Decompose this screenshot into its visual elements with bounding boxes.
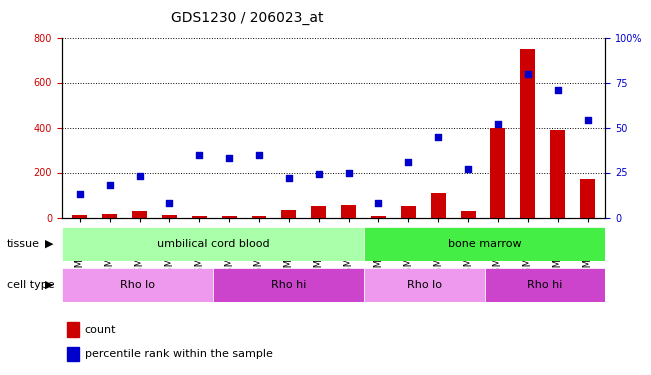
Bar — [311, 206, 326, 218]
Point — [343, 170, 353, 176]
Bar — [67, 346, 79, 361]
Point — [254, 152, 264, 157]
Point — [433, 134, 443, 140]
Bar — [401, 206, 416, 218]
Point — [463, 166, 473, 172]
Bar — [431, 193, 446, 217]
Point — [75, 191, 85, 197]
Bar — [364, 227, 605, 261]
Text: umbilical cord blood: umbilical cord blood — [156, 239, 269, 249]
Point — [284, 175, 294, 181]
Bar — [213, 268, 364, 302]
Bar — [102, 214, 117, 217]
Bar — [341, 205, 356, 218]
Bar — [550, 130, 565, 218]
Text: tissue: tissue — [7, 239, 40, 249]
Bar — [251, 216, 266, 217]
Bar — [520, 49, 535, 217]
Point — [224, 155, 234, 161]
Bar — [62, 227, 364, 261]
Point — [553, 87, 563, 93]
Text: bone marrow: bone marrow — [448, 239, 521, 249]
Text: Rho lo: Rho lo — [407, 280, 442, 290]
Text: Rho hi: Rho hi — [271, 280, 306, 290]
Point — [403, 159, 413, 165]
Point — [164, 200, 174, 206]
Bar — [221, 216, 236, 217]
Bar — [192, 216, 207, 217]
Bar — [580, 179, 595, 218]
Point — [104, 182, 115, 188]
Text: Rho hi: Rho hi — [527, 280, 562, 290]
Point — [373, 200, 383, 206]
Text: ▶: ▶ — [44, 239, 53, 249]
Bar — [62, 268, 213, 302]
Text: GDS1230 / 206023_at: GDS1230 / 206023_at — [171, 11, 324, 25]
Point — [493, 121, 503, 127]
Bar — [490, 128, 505, 218]
Bar — [67, 322, 79, 337]
Point — [582, 117, 592, 123]
Text: percentile rank within the sample: percentile rank within the sample — [85, 349, 273, 359]
Text: ▶: ▶ — [44, 280, 53, 290]
Bar — [460, 211, 475, 218]
Bar — [371, 216, 386, 217]
Text: Rho lo: Rho lo — [120, 280, 155, 290]
Text: count: count — [85, 325, 116, 335]
Point — [314, 171, 324, 177]
Bar — [484, 268, 605, 302]
Bar — [281, 210, 296, 218]
Bar — [162, 215, 177, 217]
Bar — [72, 215, 87, 217]
Bar — [364, 268, 484, 302]
Point — [194, 152, 204, 157]
Text: cell type: cell type — [7, 280, 54, 290]
Point — [523, 70, 533, 76]
Bar — [132, 211, 147, 218]
Point — [134, 173, 145, 179]
